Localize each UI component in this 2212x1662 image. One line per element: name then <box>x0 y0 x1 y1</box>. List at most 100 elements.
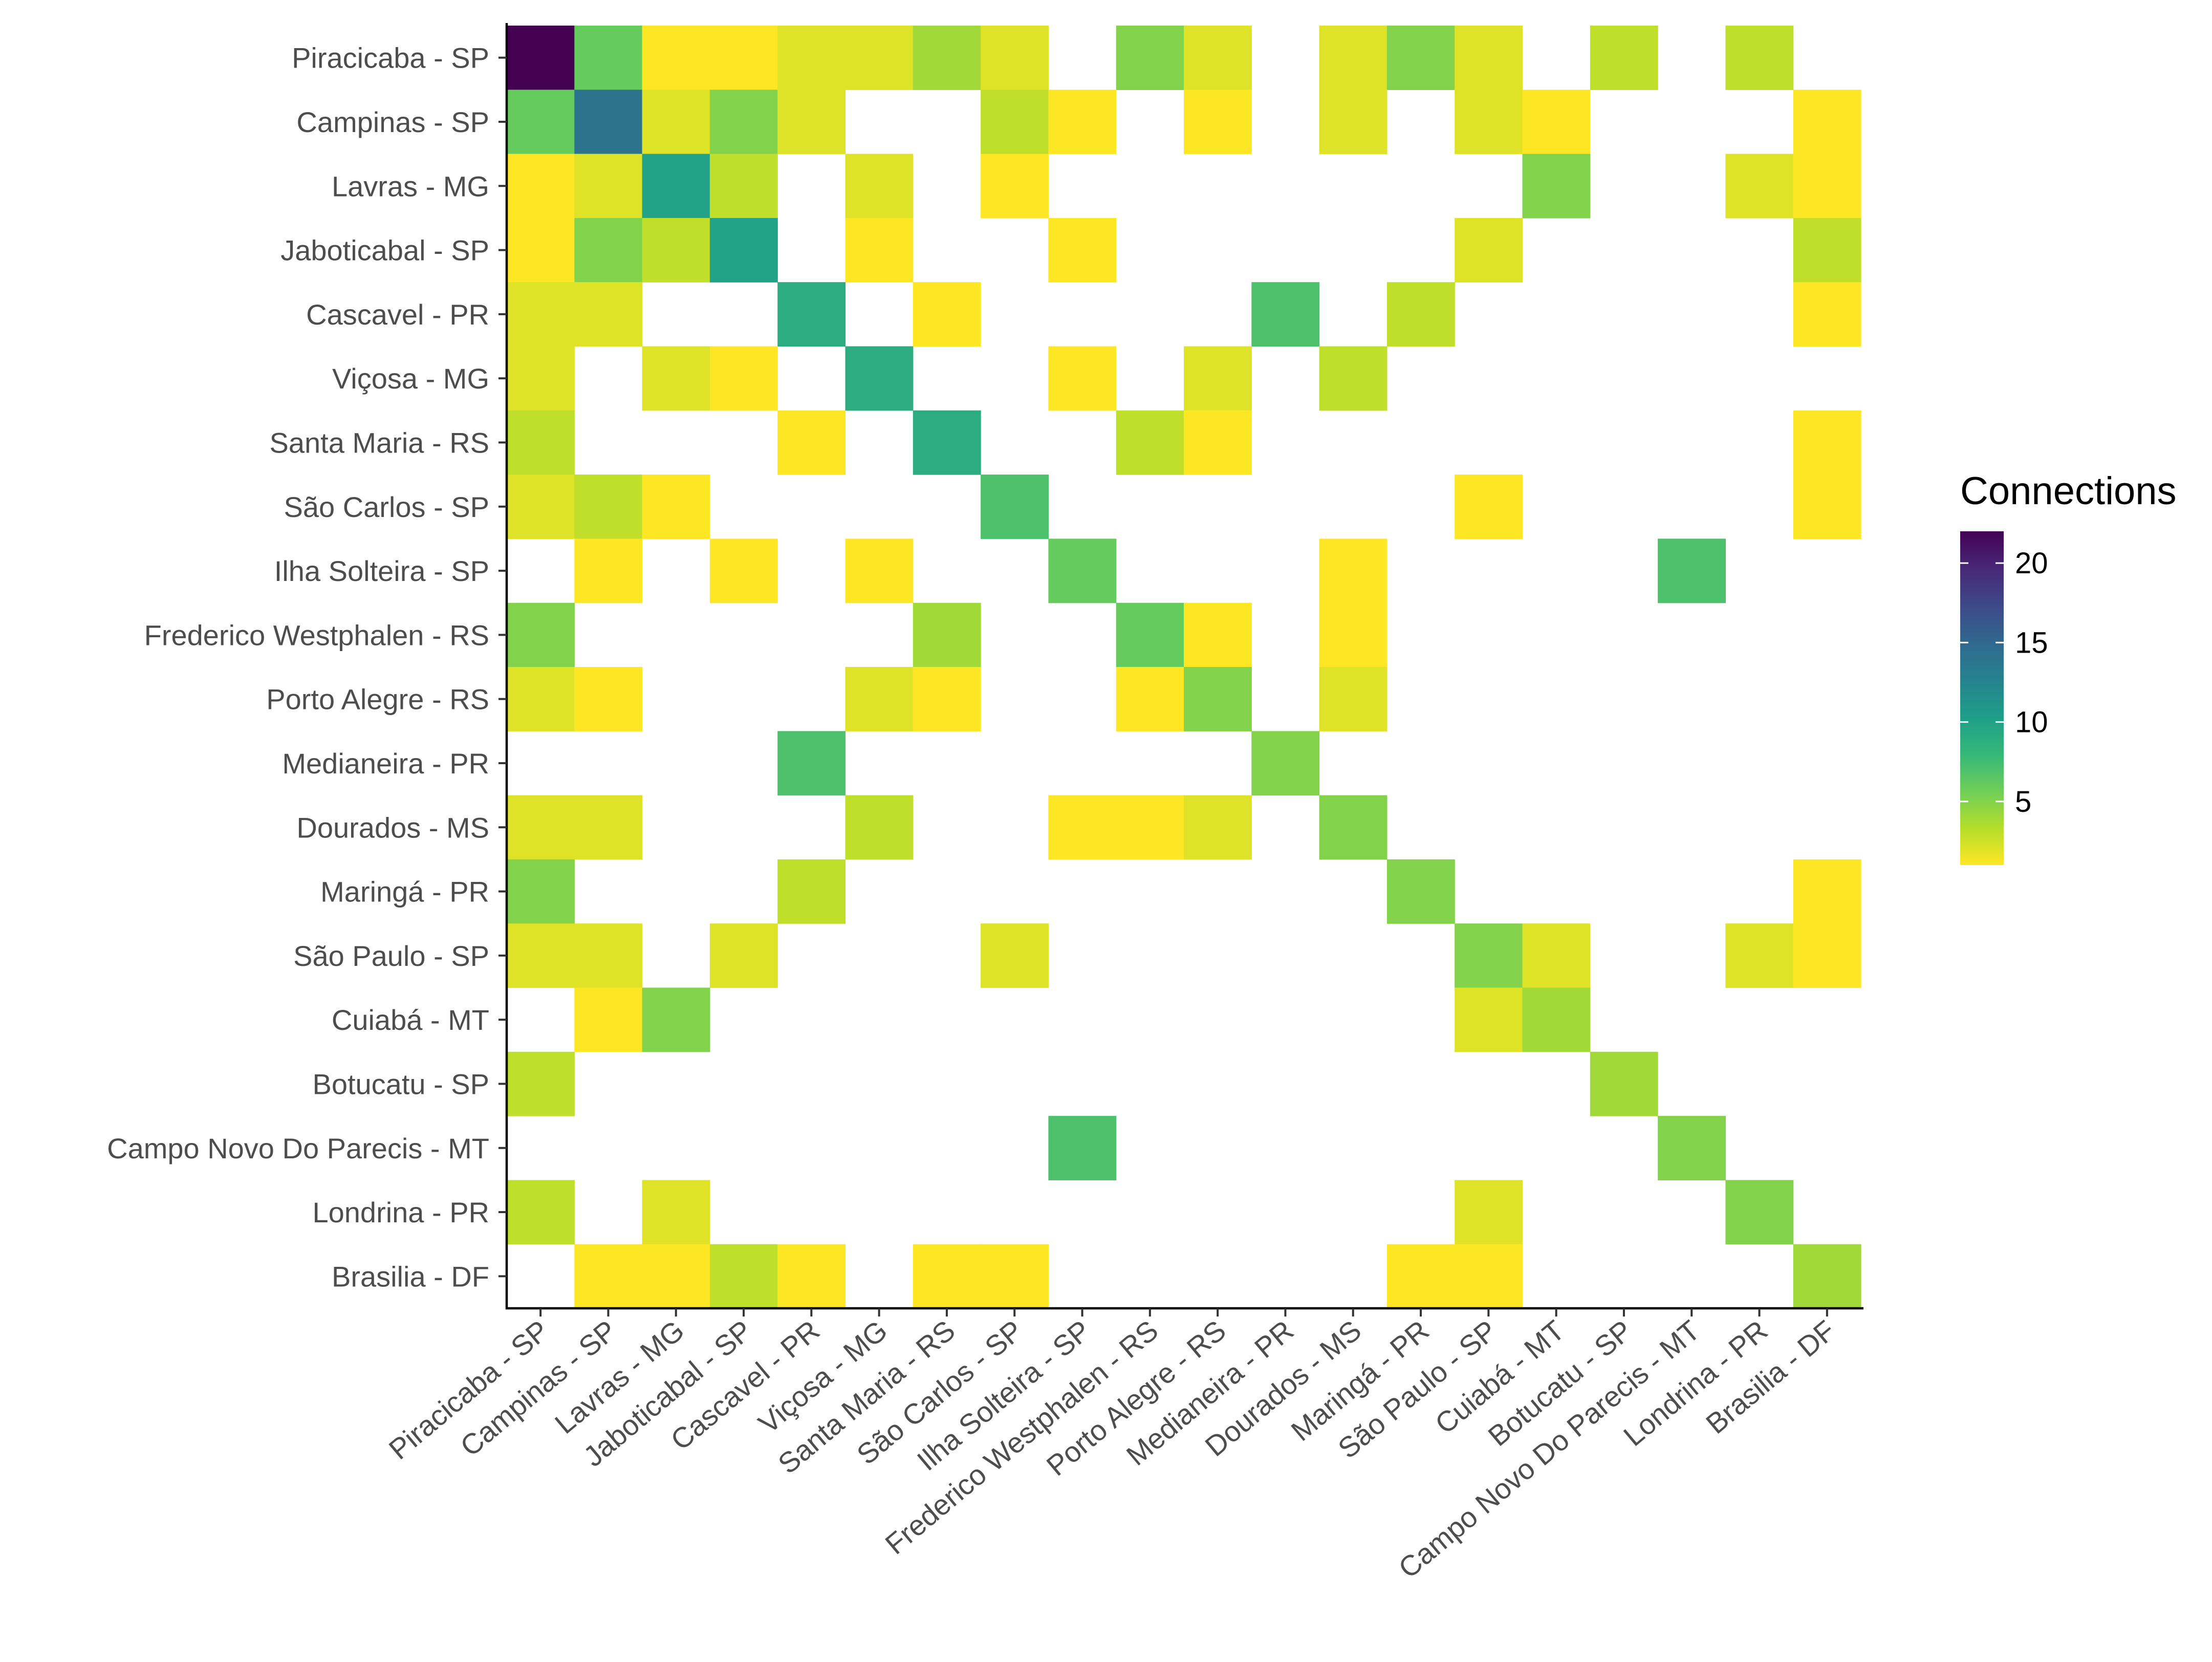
heatmap-cell <box>642 218 710 283</box>
legend-tick-label: 5 <box>2015 785 2031 818</box>
heatmap-cell <box>1725 154 1794 219</box>
heatmap-cell <box>507 90 575 155</box>
heatmap-cell <box>845 667 914 731</box>
heatmap-cell <box>1455 218 1523 283</box>
heatmap-cell <box>642 26 710 90</box>
heatmap-cell <box>981 154 1049 219</box>
heatmap-cell <box>777 282 846 347</box>
heatmap-cell <box>709 1244 778 1309</box>
heatmap-cell <box>642 987 710 1052</box>
heatmap-cell <box>1793 923 1861 988</box>
heatmap-cell <box>1386 1244 1455 1309</box>
heatmap-cell <box>642 1180 710 1245</box>
heatmap-cell <box>1319 90 1387 155</box>
heatmap-cell <box>507 346 575 411</box>
heatmap-cell <box>845 538 914 603</box>
heatmap-cell <box>1184 667 1252 731</box>
heatmap-cell <box>1184 602 1252 667</box>
y-tick-label: São Paulo - SP <box>293 940 489 972</box>
heatmap-cell <box>574 90 643 155</box>
y-tick-label: Frederico Westphalen - RS <box>144 619 489 651</box>
heatmap-cell <box>981 1244 1049 1309</box>
heatmap-cell <box>1793 410 1861 475</box>
heatmap-cell <box>1725 26 1794 90</box>
heatmap-cell <box>1116 795 1184 860</box>
heatmap-cell <box>1725 923 1794 988</box>
heatmap-cell <box>777 26 846 90</box>
heatmap-cell <box>1658 1116 1726 1180</box>
y-tick-label: Brasilia - DF <box>332 1260 489 1292</box>
y-tick-label: Lavras - MG <box>332 170 489 202</box>
heatmap-cell <box>1793 154 1861 219</box>
heatmap-cell <box>1522 154 1591 219</box>
heatmap-cell <box>1455 1244 1523 1309</box>
heatmap-cell <box>1793 1244 1861 1309</box>
heatmap-cell <box>913 602 981 667</box>
y-tick-label: Porto Alegre - RS <box>266 683 489 716</box>
heatmap-cell <box>913 282 981 347</box>
heatmap-cell <box>777 1244 846 1309</box>
y-tick-label: Campo Novo Do Parecis - MT <box>107 1132 489 1164</box>
y-tick-label: Piracicaba - SP <box>292 42 489 74</box>
heatmap-cell <box>507 667 575 731</box>
heatmap-cell <box>1455 90 1523 155</box>
heatmap-cell <box>507 1180 575 1245</box>
heatmap-cell <box>981 90 1049 155</box>
heatmap-cell <box>1184 346 1252 411</box>
heatmap-cell <box>507 795 575 860</box>
y-tick-label: Londrina - PR <box>312 1196 489 1228</box>
heatmap-cell <box>913 410 981 475</box>
heatmap-cell <box>1048 90 1117 155</box>
heatmap-cell <box>507 218 575 283</box>
heatmap-cell <box>845 26 914 90</box>
heatmap-cell <box>507 282 575 347</box>
heatmap-cell <box>574 282 643 347</box>
heatmap-cell <box>981 26 1049 90</box>
heatmap-cell <box>1793 474 1861 539</box>
heatmap-cell <box>1455 987 1523 1052</box>
heatmap-cell <box>642 346 710 411</box>
heatmap-cells <box>507 26 1861 1309</box>
heatmap-cell <box>642 1244 710 1309</box>
heatmap-cell <box>1184 90 1252 155</box>
heatmap-cell <box>1319 346 1387 411</box>
heatmap-cell <box>1455 26 1523 90</box>
y-tick-label: Cascavel - PR <box>306 298 489 331</box>
heatmap-cell <box>1116 26 1184 90</box>
heatmap-cell <box>845 795 914 860</box>
y-tick-label: Medianeira - PR <box>282 747 489 780</box>
heatmap-cell <box>709 346 778 411</box>
heatmap-cell <box>574 923 643 988</box>
heatmap-cell <box>913 667 981 731</box>
heatmap-cell <box>1048 538 1117 603</box>
y-tick-label: Botucatu - SP <box>312 1068 489 1100</box>
y-tick-label: Jaboticabal - SP <box>280 234 489 267</box>
heatmap-cell <box>1319 538 1387 603</box>
heatmap-cell <box>1522 923 1591 988</box>
heatmap-cell <box>507 602 575 667</box>
heatmap-cell <box>1793 218 1861 283</box>
heatmap-cell <box>1455 923 1523 988</box>
y-tick-label: São Carlos - SP <box>284 491 490 523</box>
heatmap-cell <box>1251 731 1320 796</box>
heatmap-cell <box>574 538 643 603</box>
heatmap-cell <box>777 90 846 155</box>
heatmap-cell <box>507 410 575 475</box>
heatmap-cell <box>1590 26 1658 90</box>
heatmap-cell <box>1116 667 1184 731</box>
y-tick-label: Ilha Solteira - SP <box>274 555 489 587</box>
heatmap-cell <box>845 346 914 411</box>
heatmap-cell <box>709 154 778 219</box>
y-tick-label: Santa Maria - RS <box>270 426 490 459</box>
heatmap-cell <box>845 154 914 219</box>
heatmap-cell <box>1455 1180 1523 1245</box>
heatmap-cell <box>574 218 643 283</box>
legend-tick-label: 15 <box>2015 626 2048 659</box>
heatmap-cell <box>1048 346 1117 411</box>
heatmap-cell <box>981 474 1049 539</box>
y-tick-label: Dourados - MS <box>296 811 489 844</box>
heatmap-cell <box>574 987 643 1052</box>
heatmap-cell <box>1319 26 1387 90</box>
